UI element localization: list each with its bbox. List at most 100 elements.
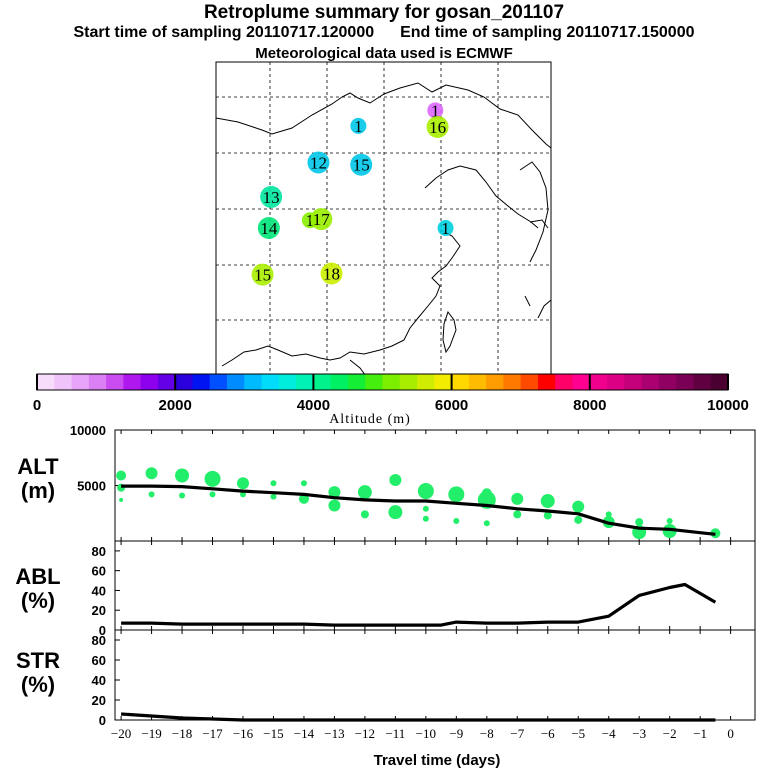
colorbar-swatch-1: [54, 374, 72, 390]
colorbar-tick-label-3: 6000: [435, 397, 468, 414]
panel-str-xtick-label-0: −20: [111, 726, 131, 741]
panel-abl-ytick-label-2: 40: [92, 583, 106, 598]
colorbar-swatch-31: [572, 374, 591, 390]
panel-abl-ytick-label-0: 0: [99, 623, 106, 638]
panel-str-ytick-label-4: 80: [92, 633, 106, 648]
panel-alt-point-12: [270, 493, 277, 500]
map-label-2: 1: [431, 101, 440, 120]
panel-alt-ylabel-unit: (m): [21, 478, 55, 503]
map-label-11: 18: [323, 264, 340, 283]
colorbar-tick-label-4: 8000: [573, 397, 606, 414]
colorbar-swatch-21: [399, 374, 418, 390]
panel-alt-point-6: [179, 492, 186, 499]
panel-alt-point-8: [209, 491, 216, 498]
panel-alt-ytick-label-0: 5000: [77, 479, 106, 494]
map-blob-5: [257, 216, 280, 239]
panel-str-xtick-label-18: −2: [663, 726, 677, 741]
panel-alt-point-30: [513, 510, 522, 519]
panel-alt-point-15: [328, 486, 341, 499]
colorbar-swatch-7: [157, 374, 176, 390]
panel-str-xtick-label-9: −11: [385, 726, 405, 741]
panel-str-ytick-label-1: 20: [92, 693, 106, 708]
panel-abl-series-line-0: [121, 582, 717, 627]
colorbar-tick-label-5: 10000: [707, 397, 749, 414]
colorbar-swatch-39: [710, 374, 729, 390]
panel-alt-point-9: [237, 477, 249, 490]
colorbar-swatch-37: [676, 374, 694, 390]
panel-abl-ylabel-unit: (%): [21, 588, 55, 613]
panel-alt-point-13: [300, 480, 307, 487]
panel-alt-point-21: [417, 483, 434, 500]
colorbar-swatch-19: [365, 374, 383, 390]
panel-str-ytick-label-2: 40: [92, 673, 106, 688]
panel-alt-point-20: [388, 505, 403, 520]
colorbar-swatch-38: [693, 374, 712, 390]
panel-alt-point-39: [666, 518, 673, 525]
panel-alt-point-0: [116, 470, 127, 481]
panel-abl-frame: [114, 540, 756, 631]
panel-alt-point-16: [328, 499, 341, 512]
panel-alt-point-31: [540, 494, 555, 509]
colorbar-swatch-10: [209, 374, 228, 390]
panel-str-xtick-label-8: −12: [355, 726, 375, 741]
map-label-1: 1: [354, 117, 363, 136]
map-blob-10: [310, 208, 333, 231]
colorbar-swatch-29: [537, 374, 556, 390]
colorbar-swatch-12: [244, 374, 262, 390]
colorbar-swatch-27: [503, 374, 522, 390]
panel-str-xtick-label-13: −7: [510, 726, 524, 741]
map-blob-1: [350, 117, 367, 134]
panel-str-frame: [114, 629, 756, 721]
panel-str-xtick-label-15: −5: [571, 726, 585, 741]
panel-abl-ytick-label-3: 60: [92, 564, 106, 579]
colorbar-swatch-9: [192, 374, 211, 390]
colorbar-swatch-15: [296, 374, 314, 390]
start-time-label: Start time of sampling 20110717.120000: [73, 24, 375, 41]
colorbar-tick-label-0: 0: [33, 397, 41, 414]
panel-str-ylabel-unit: (%): [21, 672, 55, 697]
map-blob-4: [260, 185, 283, 208]
map-label-9: 1: [306, 211, 315, 230]
panel-alt-point-5: [175, 468, 190, 483]
panel-abl-ylabel: ABL: [15, 564, 60, 589]
map-label-8: 15: [254, 266, 271, 285]
map-label-10: 17: [313, 210, 331, 229]
colorbar-swatch-16: [313, 374, 332, 390]
panel-str-ytick-label-0: 0: [99, 713, 106, 728]
sampling-time-line: Start time of sampling 20110717.120000 En…: [0, 24, 768, 42]
map-label-3: 12: [310, 153, 327, 172]
map-blob-0: [437, 219, 454, 236]
panel-alt-point-34: [574, 515, 583, 524]
panel-str-xtick-label-17: −3: [632, 726, 646, 741]
panel-str-xtick-label-5: −15: [263, 726, 283, 741]
colorbar-swatch-32: [589, 374, 608, 390]
map-blob-11: [320, 262, 343, 285]
panel-str-xtick-label-2: −18: [172, 726, 192, 741]
panel-alt-point-37: [635, 518, 644, 527]
colorbar-swatch-14: [278, 374, 297, 390]
panel-alt-point-23: [422, 515, 429, 522]
panel-str-xtick-label-20: 0: [727, 726, 734, 741]
panel-str-series-line-0: [120, 712, 716, 722]
x-axis-label: Travel time (days): [374, 752, 501, 768]
panel-alt-point-40: [662, 524, 677, 539]
map-coastlines: [216, 82, 551, 376]
panel-str-xtick-label-10: −10: [416, 726, 436, 741]
panel-str-xtick-label-19: −1: [693, 726, 707, 741]
panel-str-ylabel: STR: [16, 648, 60, 673]
map-label-6: 15: [353, 156, 370, 175]
panel-str-xtick-label-11: −9: [449, 726, 463, 741]
colorbar-swatch-17: [330, 374, 349, 390]
map-blob-2: [427, 102, 444, 119]
map-label-7: 16: [429, 118, 446, 137]
colorbar-swatch-20: [382, 374, 401, 390]
panel-alt-point-3: [145, 467, 158, 480]
panel-alt-point-14: [298, 493, 309, 504]
panel-str-xtick-label-3: −17: [202, 726, 223, 741]
alt-panel: 5000 10000 ALT(m): [17, 423, 756, 542]
colorbar-xlabel: Altitude (m): [329, 412, 411, 427]
